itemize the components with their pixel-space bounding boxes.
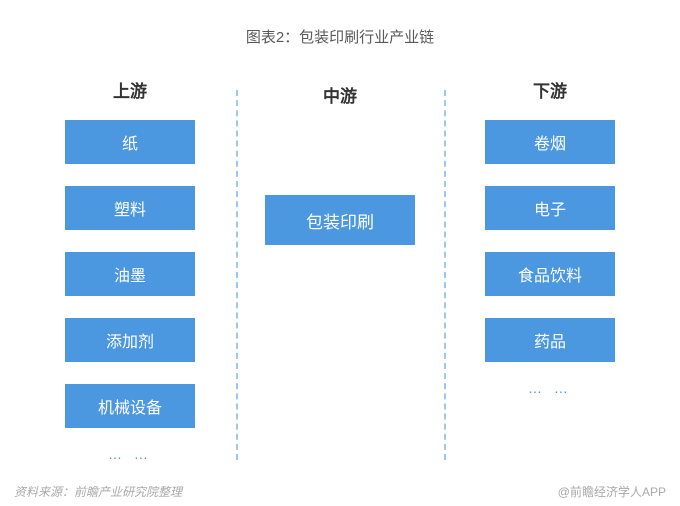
midstream-header: 中游 [323, 82, 357, 107]
divider-2 [444, 90, 446, 460]
columns-container: 上游 纸 塑料 油墨 添加剂 机械设备 … … 中游 包装印刷 下游 卷烟 电子… [0, 47, 680, 462]
upstream-column: 上游 纸 塑料 油墨 添加剂 机械设备 … … [60, 77, 200, 462]
chart-title: 图表2：包装印刷行业产业链 [0, 0, 680, 47]
source-text: 资料来源：前瞻产业研究院整理 [14, 483, 182, 500]
divider-1 [236, 90, 238, 460]
downstream-header: 下游 [533, 77, 567, 102]
midstream-box-0: 包装印刷 [265, 195, 415, 245]
upstream-ellipsis: … … [108, 446, 152, 462]
downstream-ellipsis: … … [528, 380, 572, 396]
attribution-text: @前瞻经济学人APP [558, 483, 666, 500]
upstream-box-1: 塑料 [65, 186, 195, 230]
downstream-box-0: 卷烟 [485, 120, 615, 164]
downstream-box-2: 食品饮料 [485, 252, 615, 296]
upstream-header: 上游 [113, 77, 147, 102]
downstream-column: 下游 卷烟 电子 食品饮料 药品 … … [480, 77, 620, 462]
downstream-box-1: 电子 [485, 186, 615, 230]
midstream-column: 中游 包装印刷 [270, 77, 410, 462]
downstream-box-3: 药品 [485, 318, 615, 362]
upstream-box-4: 机械设备 [65, 384, 195, 428]
upstream-box-2: 油墨 [65, 252, 195, 296]
upstream-box-0: 纸 [65, 120, 195, 164]
footer: 资料来源：前瞻产业研究院整理 @前瞻经济学人APP [0, 483, 680, 500]
upstream-box-3: 添加剂 [65, 318, 195, 362]
